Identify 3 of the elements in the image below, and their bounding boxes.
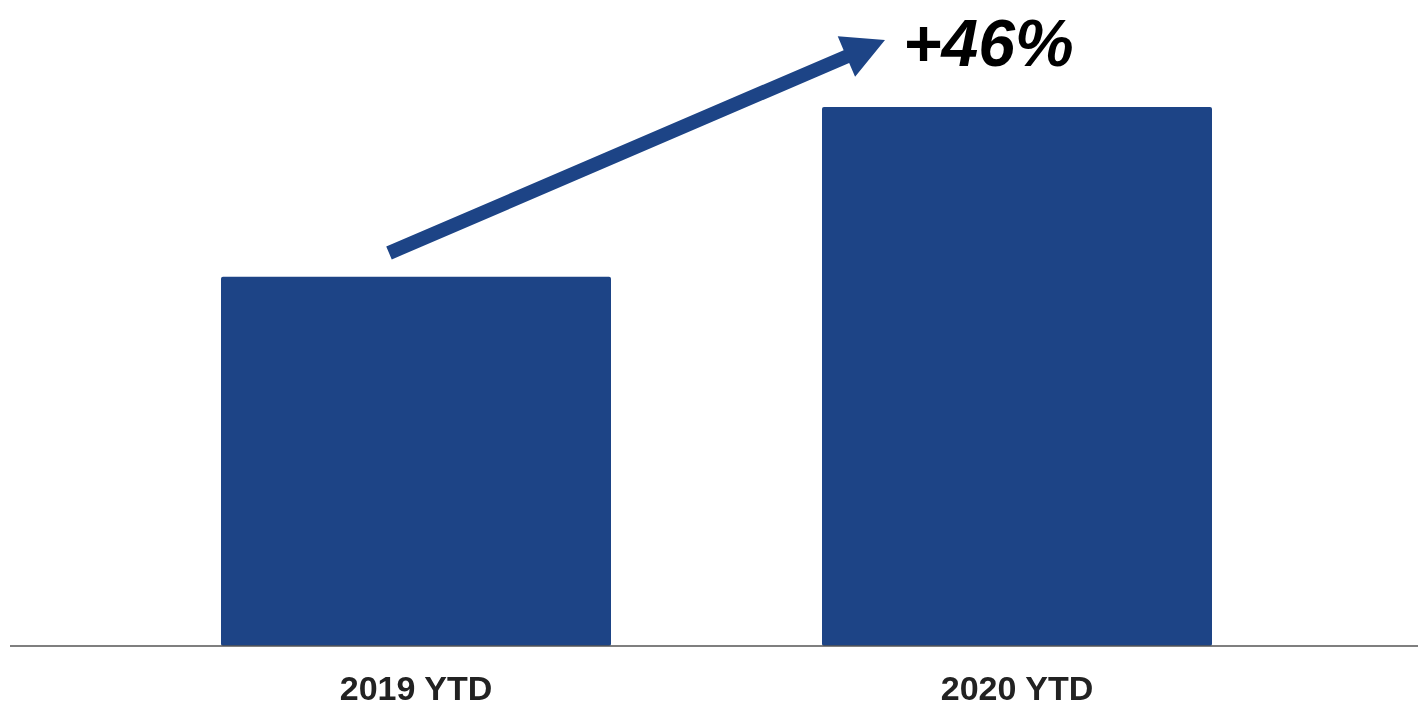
text: +46%: [903, 6, 1074, 80]
x-tick-label: 2020 YTD: [940, 669, 1094, 703]
x-tick-label: 2019 YTD: [339, 669, 493, 703]
